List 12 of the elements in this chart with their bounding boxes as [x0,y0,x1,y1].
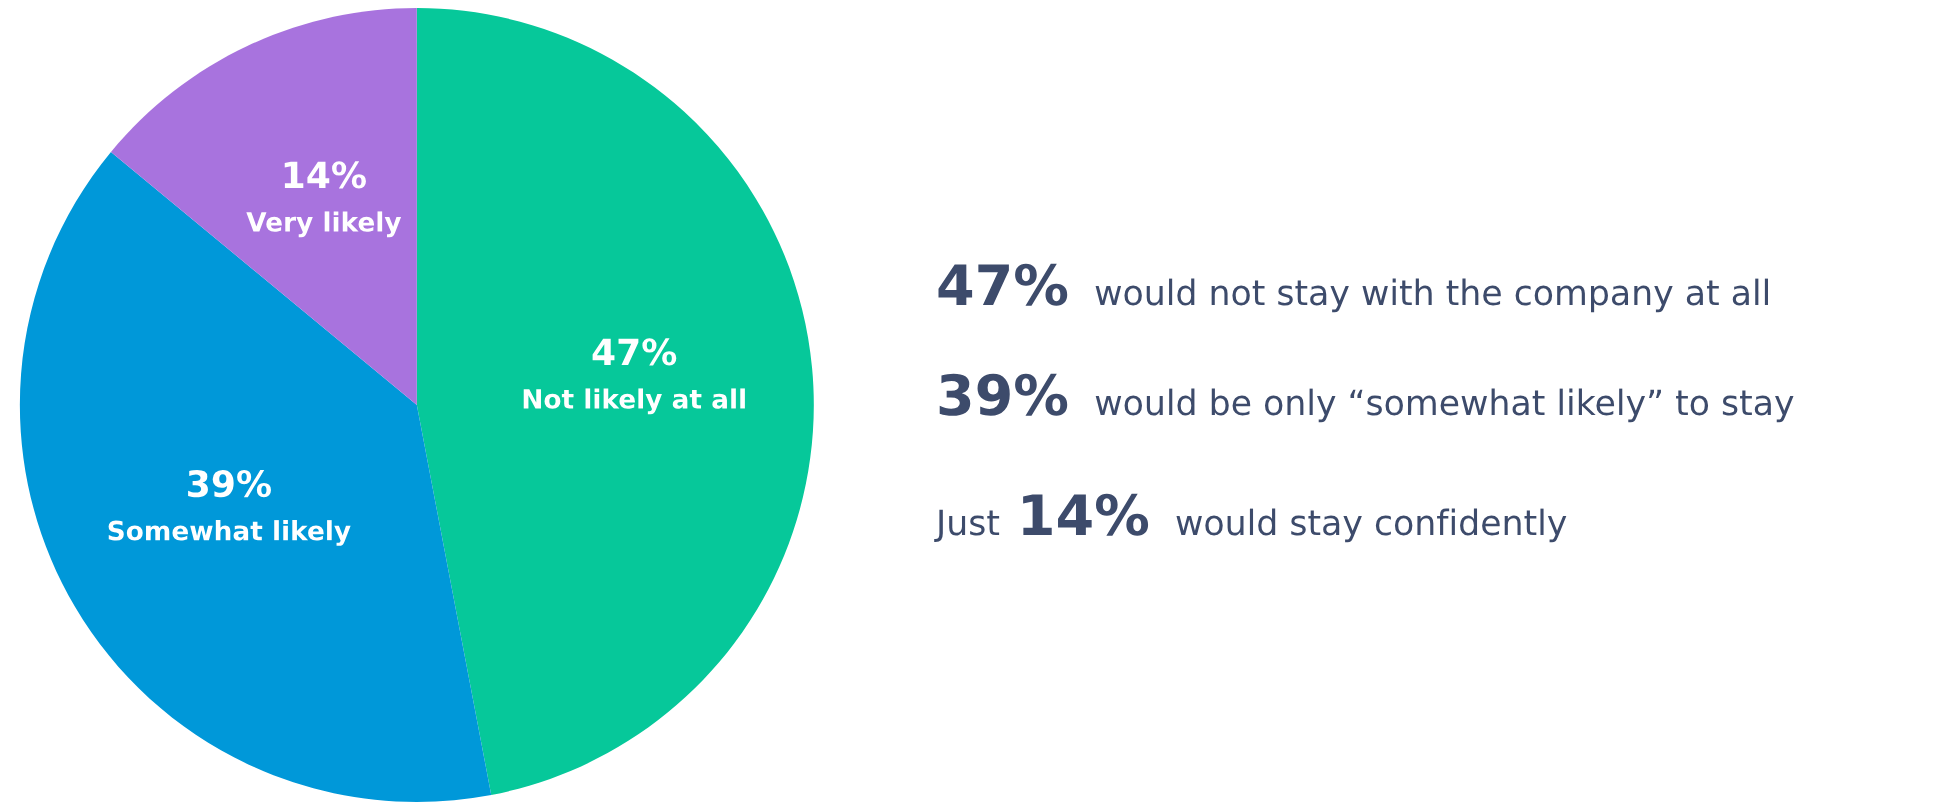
slice-label: Very likely [246,211,402,238]
pie-slice [416,8,814,795]
data-label: 47% [592,338,677,366]
pie-slice [19,151,492,802]
pie-slice [110,8,417,405]
slice-label: Somewhat likely [108,520,351,546]
text: Just 14% would stay confidently [934,493,1567,543]
text: 39% would be only “somewhat likely” to stay [939,373,1794,423]
data-label: 39% [188,469,271,498]
data-label: 14% [284,161,366,189]
slice-label: Not likely at all [523,388,745,415]
text: 47% would not stay with the company at all [938,263,1768,313]
